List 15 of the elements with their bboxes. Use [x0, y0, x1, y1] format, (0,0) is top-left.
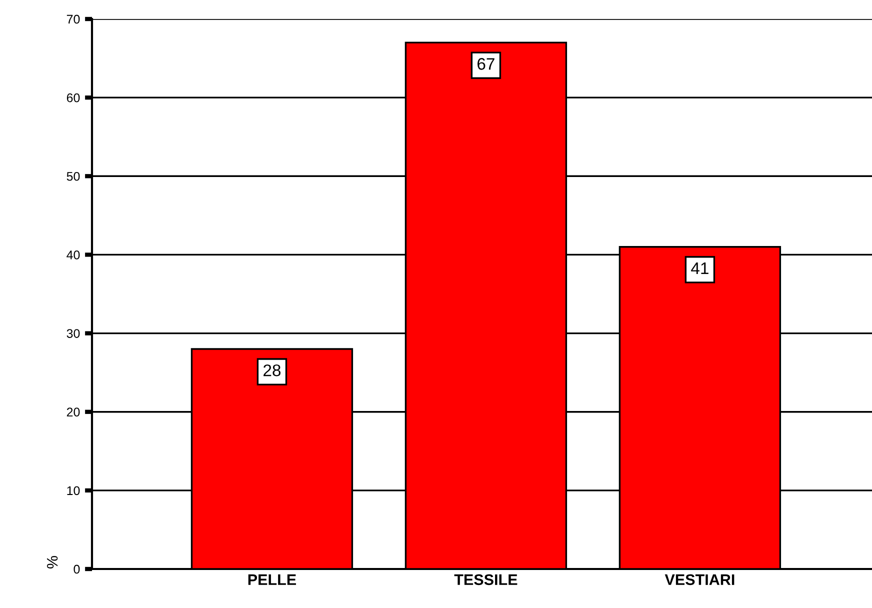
x-tick-label: TESSILE — [454, 574, 518, 586]
y-axis-title: % — [46, 556, 58, 568]
data-label: 41 — [691, 262, 708, 274]
y-tick-label: 40 — [66, 250, 80, 260]
y-tick-label: 20 — [66, 408, 80, 417]
x-tick-label: VESTIARI — [664, 574, 734, 586]
y-tick-label: 60 — [66, 93, 80, 102]
x-tick-label: PELLE — [248, 574, 296, 585]
y-tick-label: 50 — [66, 172, 80, 181]
data-label: 28 — [264, 364, 281, 376]
y-tick-label: 10 — [67, 486, 80, 496]
y-tick-label: 0 — [74, 564, 80, 574]
data-label: 67 — [478, 58, 494, 70]
y-tick-label: 30 — [66, 329, 80, 338]
y-tick-label: 70 — [66, 14, 80, 24]
